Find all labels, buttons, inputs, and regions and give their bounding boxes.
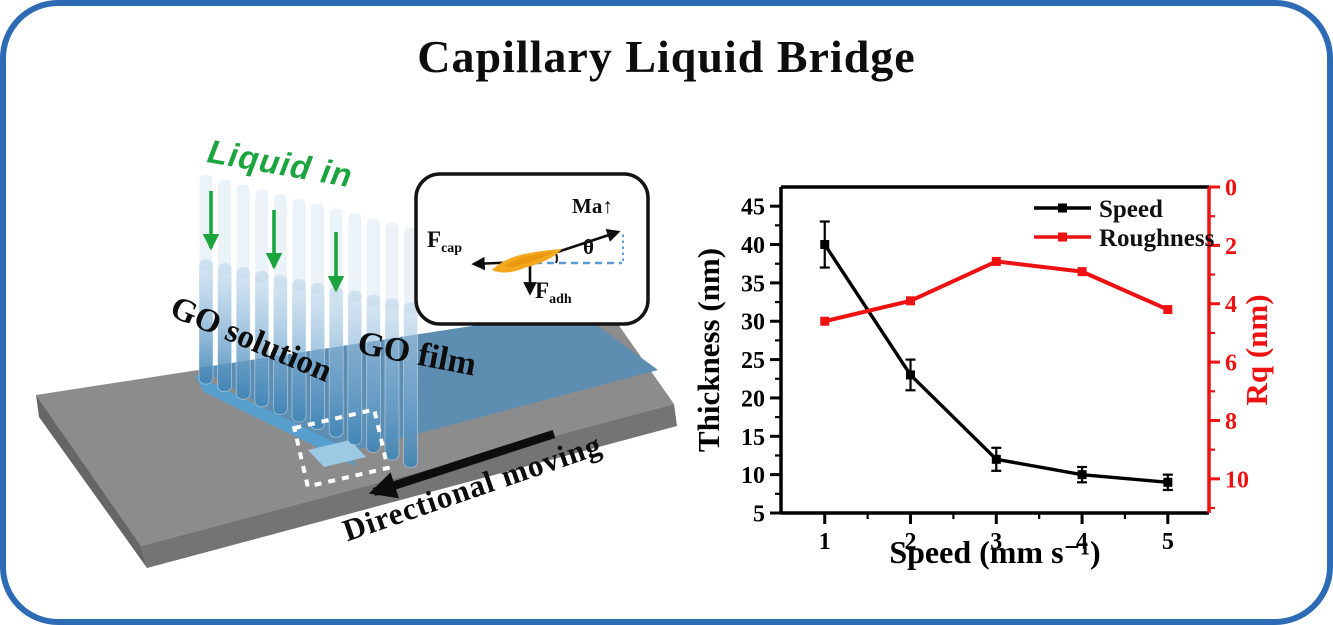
fcap-label: Fcap xyxy=(427,227,462,257)
fresh-film-strip xyxy=(308,440,366,467)
data-point xyxy=(906,296,916,306)
left-tick-label: 20 xyxy=(741,386,765,412)
data-point xyxy=(1163,477,1173,487)
fadh-base: F xyxy=(535,278,550,303)
fadh-label: Fadh xyxy=(535,278,572,308)
feed-column xyxy=(404,227,418,314)
right-tick-label: 4 xyxy=(1225,292,1237,318)
data-point xyxy=(1163,305,1173,315)
go-flake-shade xyxy=(504,252,554,267)
theta-label: θ xyxy=(583,235,594,259)
axis-title-right: Rq (nm) xyxy=(1239,294,1274,405)
capillary-tube xyxy=(217,262,233,392)
capillary-tube xyxy=(384,297,400,461)
data-point xyxy=(1077,267,1087,277)
direction-arrow xyxy=(368,429,556,499)
capillary-tube xyxy=(347,289,363,446)
page-title: Capillary Liquid Bridge xyxy=(417,31,916,82)
capillary-base xyxy=(194,374,356,466)
feed-column xyxy=(385,223,399,310)
fcap-base: F xyxy=(427,227,442,252)
bottom-tick-label: 5 xyxy=(1162,529,1174,555)
left-tick-label: 30 xyxy=(741,310,765,336)
left-tick-label: 10 xyxy=(741,463,765,489)
left-tick-label: 15 xyxy=(741,425,765,451)
series-speed xyxy=(819,220,1173,492)
right-tick-label: 6 xyxy=(1225,351,1237,377)
left-tick-label: 40 xyxy=(741,233,765,259)
feed-column xyxy=(218,179,232,275)
bottom-tick-label: 2 xyxy=(905,529,917,555)
feed-column xyxy=(255,189,269,283)
data-point xyxy=(991,256,1001,266)
right-tick-label: 8 xyxy=(1225,409,1237,435)
capillary-tube xyxy=(272,274,288,415)
feed-column xyxy=(273,194,287,287)
capillary-tubes xyxy=(198,258,419,468)
feed-column xyxy=(311,203,325,295)
liquid-in-arrows xyxy=(202,191,345,293)
feed-column xyxy=(348,213,362,303)
left-axis: 5 10 15 20 25 30 35 40 45 Thickness (nm) xyxy=(691,195,781,528)
capillary-tube xyxy=(291,278,307,423)
feed-column xyxy=(236,184,250,279)
capillary-tube xyxy=(254,270,270,408)
fadh-sub: adh xyxy=(549,292,572,307)
capillary-tube xyxy=(310,281,326,430)
legend-label: Speed xyxy=(1099,196,1163,223)
ma-label: Ma↑ xyxy=(572,194,613,218)
right-tick-label: 10 xyxy=(1225,467,1249,493)
data-point xyxy=(820,316,830,326)
right-tick-label: 0 xyxy=(1225,176,1237,202)
bottom-tick-label: 1 xyxy=(819,529,831,555)
capillary-tube xyxy=(198,258,214,385)
force-inset xyxy=(414,172,650,326)
substrate-front-face xyxy=(141,404,677,568)
axis-title-bottom: Speed (mm s⁻¹) xyxy=(889,534,1100,570)
inspection-dashed-box xyxy=(291,407,391,489)
liquid-feed-columns xyxy=(199,175,418,314)
axis-title-left: Thickness (nm) xyxy=(691,248,726,452)
bottom-tick-label: 3 xyxy=(990,529,1002,555)
substrate-left-face xyxy=(36,395,147,568)
left-tick-label: 35 xyxy=(741,271,765,297)
left-tick-label: 25 xyxy=(741,348,765,374)
bottom-axis: 1 2 3 4 5 Speed (mm s⁻¹) xyxy=(819,513,1174,570)
left-tick-label: 5 xyxy=(753,502,765,528)
capillary-tube xyxy=(403,301,419,468)
series-roughness xyxy=(820,256,1173,326)
capillary-tube xyxy=(235,266,251,400)
left-tick-label: 45 xyxy=(741,195,765,221)
force-inset-box xyxy=(414,172,650,326)
feed-column xyxy=(292,199,306,291)
data-point xyxy=(906,370,916,380)
data-point xyxy=(1077,470,1087,480)
legend-label: Roughness xyxy=(1099,225,1215,252)
bottom-tick-label: 4 xyxy=(1076,529,1088,555)
right-axis: 0 2 4 6 8 10 Rq (nm) xyxy=(1209,176,1274,510)
data-point xyxy=(820,240,830,250)
go-coating-schematic xyxy=(36,172,677,568)
data-point xyxy=(991,454,1001,464)
feed-column xyxy=(366,218,380,307)
fcap-sub: cap xyxy=(441,241,463,256)
right-tick-label: 2 xyxy=(1225,234,1237,260)
